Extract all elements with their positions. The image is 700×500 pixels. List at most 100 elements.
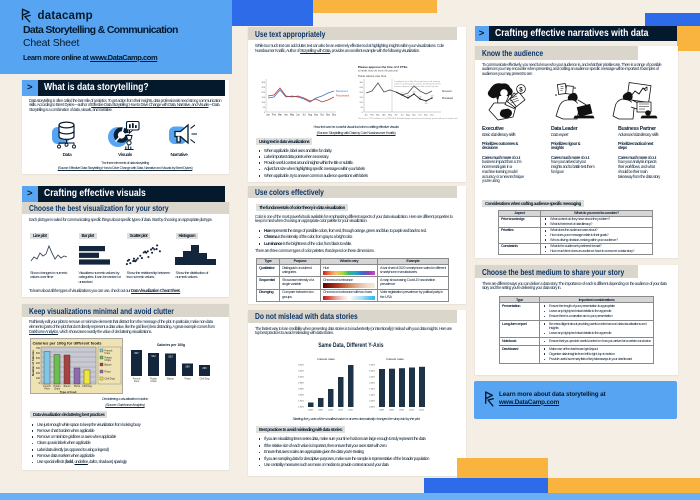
- svg-text:Pizza: Pizza: [185, 378, 192, 381]
- svg-text:Potato: Potato: [54, 385, 62, 388]
- svg-text:300: 300: [36, 367, 41, 370]
- svg-text:2 employees quit in May. We ne: 2 employees quit in May. We nearly kept …: [394, 80, 440, 83]
- svg-text:177: 177: [401, 93, 404, 95]
- svg-text:Mar: Mar: [376, 114, 380, 117]
- svg-text:Chili Dog: Chili Dog: [200, 378, 210, 381]
- svg-text:Aug: Aug: [308, 114, 313, 117]
- svg-text:126: 126: [425, 103, 428, 105]
- svg-text:Interest rates: Interest rates: [317, 357, 335, 361]
- svg-text:0: 0: [264, 112, 266, 114]
- svg-text:Apr: Apr: [382, 114, 386, 117]
- svg-text:140: 140: [419, 97, 422, 99]
- svg-text:Chips: Chips: [105, 359, 112, 362]
- svg-text:Mar: Mar: [278, 114, 282, 117]
- svg-text:Fries: Fries: [105, 352, 111, 355]
- svg-text:600: 600: [36, 352, 41, 355]
- svg-text:2012: 2012: [419, 410, 424, 412]
- svg-text:Sep: Sep: [412, 115, 417, 117]
- svg-text:Jun: Jun: [394, 115, 398, 117]
- svg-text:Please approve the hire of 2 F: Please approve the hire of 2 FTEs: [358, 65, 408, 69]
- svg-text:2011: 2011: [409, 410, 414, 412]
- svg-text:Dec: Dec: [430, 115, 434, 117]
- svg-text:2.00%: 2.00%: [369, 383, 375, 385]
- svg-text:Calories per 100g for differen: Calories per 100g for different foods: [33, 341, 103, 346]
- svg-text:3.04%: 3.04%: [298, 365, 304, 367]
- svg-text:Processed: Processed: [336, 94, 350, 98]
- svg-text:2010: 2010: [328, 410, 333, 412]
- svg-text:Type of food: Type of food: [60, 390, 77, 394]
- svg-text:0: 0: [362, 112, 364, 114]
- svg-text:Ticket volume over time: Ticket volume over time: [358, 74, 387, 78]
- svg-text:Chili Dog: Chili Dog: [105, 378, 116, 381]
- svg-text:Bacon: Bacon: [64, 385, 71, 388]
- svg-text:50: 50: [263, 107, 266, 109]
- svg-text:Pizza: Pizza: [74, 385, 81, 388]
- svg-text:607: 607: [134, 351, 139, 355]
- svg-text:296: 296: [185, 365, 190, 369]
- svg-text:increase in Aug and haven't be: increase in Aug and haven't been able to…: [394, 85, 439, 88]
- svg-text:Jul: Jul: [401, 115, 404, 117]
- svg-text:Data source: XYZ Dashboard, as: Data source: XYZ Dashboard, as of 12/31/…: [358, 117, 458, 120]
- svg-text:Aug: Aug: [406, 114, 411, 117]
- svg-text:Jul: Jul: [303, 115, 306, 117]
- svg-text:160: 160: [407, 96, 410, 98]
- svg-text:Jan: Jan: [266, 115, 270, 117]
- svg-text:1.00%: 1.00%: [369, 395, 375, 397]
- svg-text:May: May: [388, 115, 393, 117]
- svg-text:200: 200: [36, 372, 41, 375]
- svg-text:150: 150: [359, 97, 363, 99]
- svg-text:2009: 2009: [318, 410, 323, 412]
- svg-text:Nov: Nov: [424, 115, 429, 117]
- svg-text:Number of Calories: Number of Calories: [31, 350, 35, 376]
- svg-text:260: 260: [202, 366, 207, 370]
- svg-text:Calories per 100g: Calories per 100g: [157, 343, 185, 347]
- svg-text:200: 200: [262, 92, 266, 94]
- svg-text:2.94%: 2.94%: [298, 395, 304, 397]
- svg-text:3.00%: 3.00%: [369, 371, 375, 373]
- svg-text:Apr: Apr: [284, 114, 288, 117]
- svg-text:datacamp: datacamp: [38, 10, 93, 22]
- svg-text:Fries: Fries: [134, 380, 140, 383]
- svg-text:2008: 2008: [308, 410, 313, 412]
- svg-text:2009: 2009: [389, 410, 394, 412]
- svg-text:May: May: [290, 115, 295, 117]
- svg-text:volume in the following two mo: volume in the following two months, but …: [394, 82, 441, 85]
- svg-text:2.98%: 2.98%: [298, 383, 304, 385]
- svg-text:1.50%: 1.50%: [369, 389, 375, 391]
- svg-text:300: 300: [359, 82, 363, 84]
- svg-text:533: 533: [168, 355, 173, 359]
- svg-text:100: 100: [359, 102, 363, 104]
- svg-text:250: 250: [359, 87, 363, 89]
- svg-text:Potato: Potato: [150, 378, 158, 381]
- svg-text:2012: 2012: [348, 410, 353, 412]
- svg-text:Dec: Dec: [332, 115, 337, 117]
- svg-text:Processed: Processed: [442, 97, 454, 100]
- svg-text:Oct: Oct: [320, 114, 324, 117]
- svg-text:Received: Received: [336, 89, 348, 93]
- svg-text:Jan: Jan: [364, 115, 368, 117]
- svg-text:150: 150: [262, 97, 266, 99]
- svg-text:French: French: [43, 385, 51, 388]
- svg-text:Jun: Jun: [296, 115, 300, 117]
- svg-text:Bacon: Bacon: [105, 364, 113, 367]
- svg-text:542: 542: [151, 354, 156, 358]
- svg-text:Chili Dog: Chili Dog: [82, 385, 92, 388]
- svg-text:200: 200: [359, 92, 363, 94]
- svg-text:2.50%: 2.50%: [369, 377, 375, 379]
- svg-text:0.00%: 0.00%: [369, 407, 375, 409]
- svg-text:2008: 2008: [379, 410, 384, 412]
- svg-text:2010: 2010: [399, 410, 404, 412]
- svg-text:Feb: Feb: [370, 115, 374, 117]
- svg-text:104: 104: [431, 96, 434, 98]
- svg-text:Interest rates: Interest rates: [386, 357, 404, 361]
- svg-text:Potato: Potato: [105, 357, 113, 360]
- svg-text:2.90%: 2.90%: [298, 407, 304, 409]
- svg-text:$: $: [519, 86, 523, 93]
- svg-text:2.96%: 2.96%: [298, 389, 304, 391]
- svg-text:700: 700: [36, 347, 41, 350]
- svg-text:100: 100: [36, 377, 41, 380]
- svg-text:Feb: Feb: [272, 115, 277, 117]
- svg-text:Sep: Sep: [314, 115, 319, 117]
- svg-text:3.02%: 3.02%: [298, 371, 304, 373]
- svg-text:0: 0: [39, 382, 41, 385]
